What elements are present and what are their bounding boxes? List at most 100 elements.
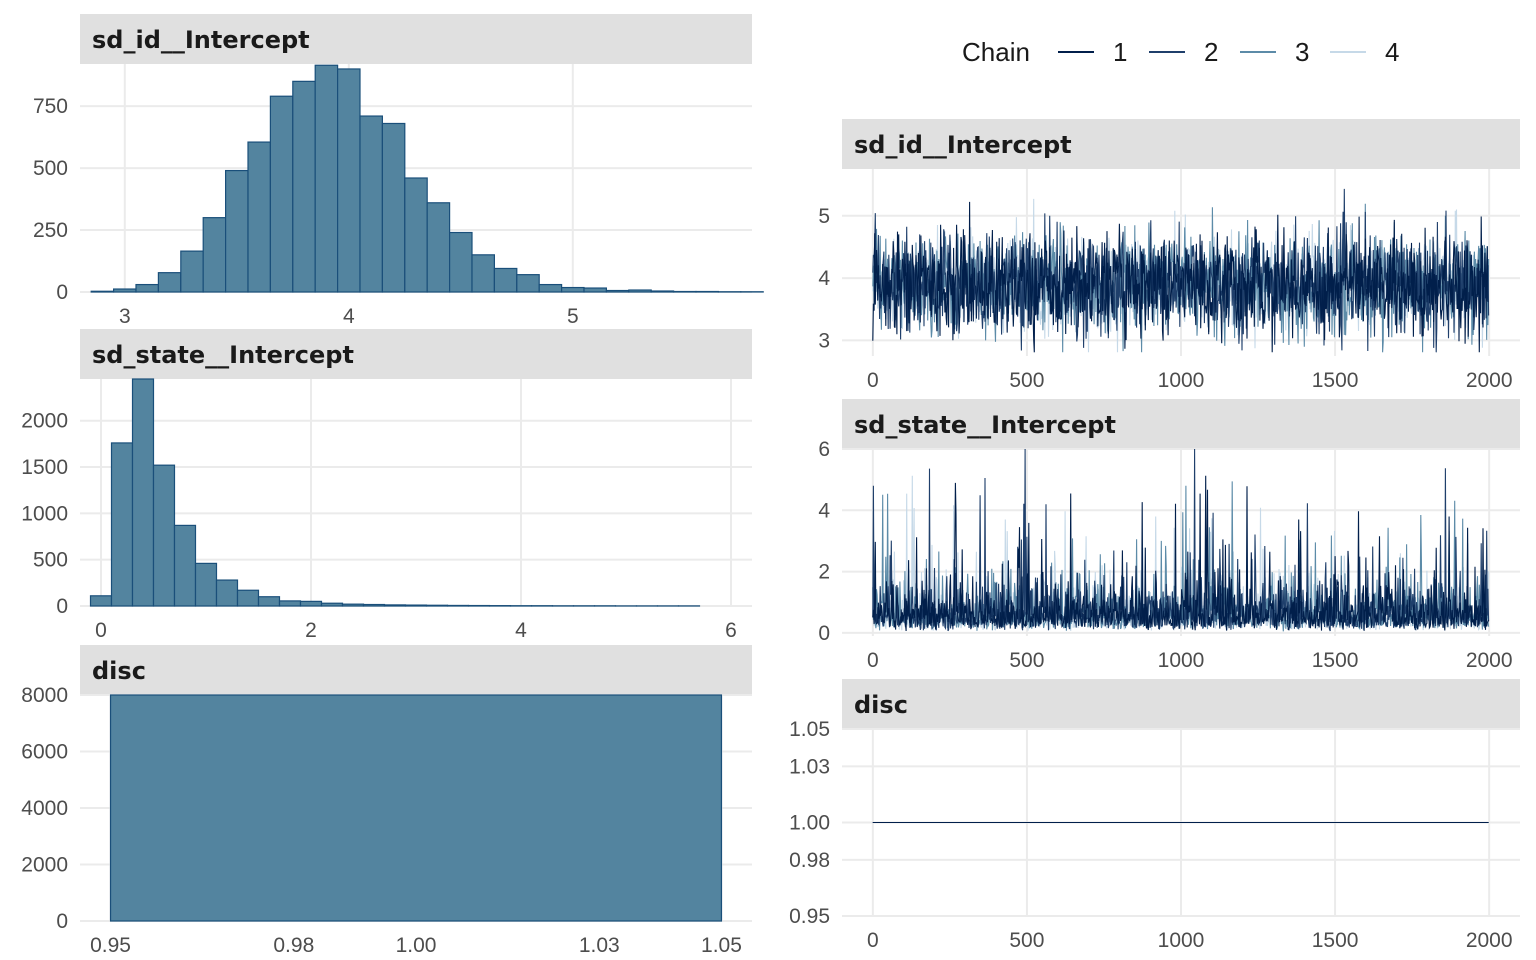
y-tick-label: 1500 [21, 456, 68, 479]
x-tick-label: 0.95 [90, 934, 131, 957]
x-tick-label: 0.98 [273, 934, 314, 957]
y-tick-label: 0 [56, 595, 68, 618]
y-tick-label: 0.98 [789, 849, 830, 872]
histogram-bar [269, 95, 294, 293]
trace-line-chain-1 [872, 475, 1490, 632]
facet-strip-label: sd_id__Intercept [854, 131, 1072, 159]
x-tick-label: 1500 [1312, 369, 1359, 392]
histogram-bar [299, 600, 323, 607]
facet-strip [80, 645, 752, 695]
x-tick-label: 2000 [1466, 929, 1513, 952]
facet-strip [80, 14, 752, 64]
histogram-bar [157, 272, 182, 293]
y-tick-label: 8000 [21, 684, 68, 707]
panel-histogram-0: sd_id__Intercept 3 4 5 0 250 500 750 [33, 14, 764, 328]
y-tick-label: 2 [818, 561, 830, 584]
histogram-bar [110, 442, 134, 607]
legend-label: 4 [1385, 37, 1399, 67]
x-tick-label: 1.03 [579, 934, 620, 957]
histogram-bar [583, 287, 607, 293]
histogram-bar [292, 80, 316, 293]
y-tick-label: 2000 [21, 410, 68, 433]
facet-strip-label: sd_state__Intercept [92, 341, 354, 369]
histogram-bar [173, 524, 197, 607]
x-tick-label: 6 [725, 619, 737, 642]
histogram-bar [194, 562, 218, 607]
histogram-bar [516, 274, 540, 293]
y-tick-label: 4 [818, 267, 830, 290]
legend-title: Chain [962, 37, 1030, 67]
histogram-bar [135, 283, 159, 293]
histogram-bar [152, 464, 176, 607]
facet-strip [842, 399, 1520, 449]
facet-strip [842, 679, 1520, 729]
x-tick-label: 2000 [1466, 649, 1513, 672]
x-tick-label: 1000 [1158, 369, 1205, 392]
y-tick-label: 250 [33, 219, 68, 242]
y-tick-label: 1.00 [789, 812, 830, 835]
histogram-bar [650, 290, 675, 293]
histogram-bar [381, 122, 406, 293]
histogram-bar [383, 604, 407, 607]
facet-strip [80, 329, 752, 379]
y-tick-label: 1.03 [789, 755, 830, 778]
histogram-bar [359, 115, 383, 293]
y-tick-label: 5 [818, 205, 830, 228]
histogram-bar [225, 169, 249, 293]
facet-strip-label: disc [854, 691, 908, 719]
y-tick-label: 6 [818, 438, 830, 461]
histogram-bar [362, 603, 386, 607]
x-tick-label: 1000 [1158, 649, 1205, 672]
y-tick-label: 0 [56, 910, 68, 933]
histogram-bar [180, 250, 204, 293]
histogram-bar [404, 177, 428, 293]
histogram-bar [628, 289, 652, 293]
histogram-bar [314, 64, 339, 293]
panel-trace-1: sd_state__Intercept 0 500 1000 1500 2000 0 2 4 6 [818, 399, 1520, 672]
x-tick-label: 500 [1009, 369, 1044, 392]
x-tick-label: 0 [867, 369, 879, 392]
facet-strip-label: disc [92, 657, 146, 685]
x-tick-label: 4 [515, 619, 527, 642]
x-tick-label: 4 [343, 305, 355, 328]
histogram-bar [109, 694, 723, 922]
histogram-bar [202, 217, 227, 293]
histogram-bar [426, 202, 451, 293]
facet-strip-label: sd_state__Intercept [854, 411, 1116, 439]
y-tick-label: 4 [818, 499, 830, 522]
y-tick-label: 3 [818, 329, 830, 352]
x-tick-label: 5 [567, 305, 579, 328]
x-tick-label: 500 [1009, 649, 1044, 672]
x-tick-label: 0 [95, 619, 107, 642]
histogram-bar [112, 288, 137, 293]
histogram-bar [236, 589, 260, 607]
y-tick-label: 0 [56, 281, 68, 304]
histogram-bar [404, 604, 428, 607]
panel-histogram-1: sd_state__Intercept 0 2 4 6 0 500 1000 1500 2000 [21, 329, 752, 642]
x-tick-label: 3 [119, 305, 131, 328]
y-tick-label: 750 [33, 95, 68, 118]
legend-label: 1 [1113, 37, 1127, 67]
x-tick-label: 1000 [1158, 929, 1205, 952]
panel-histogram-2: disc 0.95 0.98 1.00 1.03 1.05 0 2000 4000 6000 800… [21, 645, 752, 957]
histogram-bar [131, 378, 155, 607]
x-tick-label: 1500 [1312, 929, 1359, 952]
y-tick-label: 0.95 [789, 905, 830, 928]
y-tick-label: 0 [818, 622, 830, 645]
y-tick-label: 500 [33, 157, 68, 180]
chain-legend: Chain 1 2 3 4 [962, 37, 1399, 67]
panel-trace-2: disc 0 500 1000 1500 2000 0.95 0.98 1.00 1.03 1.05 [789, 679, 1520, 952]
y-tick-label: 2000 [21, 854, 68, 877]
legend-label: 3 [1295, 37, 1309, 67]
x-tick-label: 1.00 [396, 934, 437, 957]
x-tick-label: 0 [867, 929, 879, 952]
histogram-bar [337, 68, 361, 293]
facet-strip [842, 119, 1520, 169]
y-tick-label: 500 [33, 549, 68, 572]
histogram-bar [538, 283, 563, 293]
histogram-bar [425, 604, 449, 607]
histogram-bar [247, 141, 271, 293]
facet-strip-label: sd_id__Intercept [92, 26, 310, 54]
